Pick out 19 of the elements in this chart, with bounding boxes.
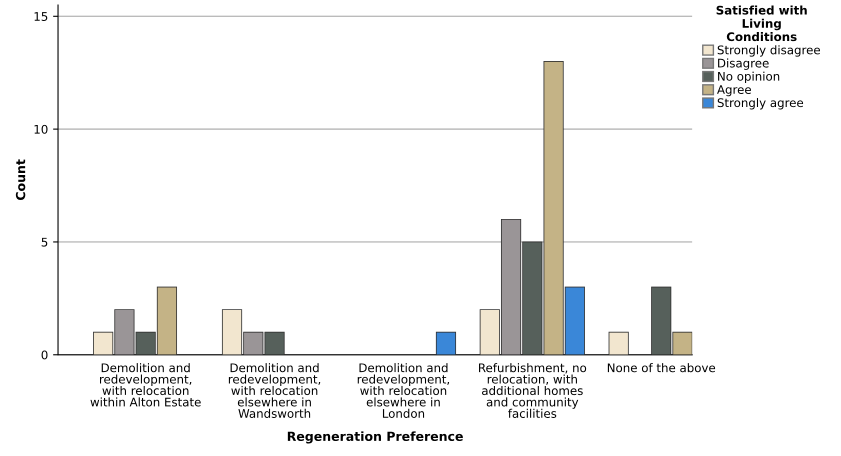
x-tick-label: Demolition and redevelopment, with relocation elsewhere in Wandsworth (228, 363, 320, 418)
x-tick-label: Demolition and redevelopment, with relocation elsewhere in London (358, 363, 450, 418)
bar (436, 332, 456, 355)
y-tick-label: 5 (42, 238, 48, 247)
y-tick-label: 10 (34, 124, 48, 134)
bar (608, 332, 629, 355)
legend-label: Disagree (718, 58, 769, 70)
legend-label: Strongly disagree (718, 45, 820, 57)
x-tick-label: Refurbishment, no relocation, with additional homes and community facilities (479, 363, 586, 418)
y-tick-label: 0 (42, 350, 48, 360)
legend-label: No opinion (718, 72, 780, 84)
x-tick-label: None of the above (608, 363, 716, 372)
legend-label: Strongly agree (718, 98, 804, 110)
legend-title: Satisfied with Living Conditions (716, 6, 807, 42)
y-tick-label: 15 (34, 12, 48, 21)
x-axis-title: Regeneration Preference (288, 431, 463, 444)
legend-label: Agree (717, 85, 751, 96)
y-axis-title: Count (16, 159, 26, 200)
x-tick-label: Demolition and redevelopment, with relocation within Alton Estate (90, 363, 201, 407)
